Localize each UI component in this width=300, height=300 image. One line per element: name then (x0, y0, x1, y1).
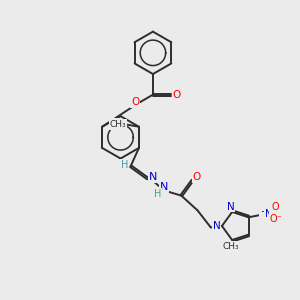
Text: H: H (121, 160, 128, 170)
Text: O: O (131, 97, 140, 107)
Text: O: O (110, 119, 118, 129)
Text: N: N (213, 221, 220, 231)
Text: CH₃: CH₃ (110, 120, 126, 129)
Text: O: O (110, 119, 118, 129)
Text: O⁻: O⁻ (270, 214, 282, 224)
Text: H: H (154, 189, 161, 199)
Text: N: N (227, 202, 235, 212)
Text: O: O (271, 202, 279, 212)
Text: O: O (193, 172, 201, 182)
Text: CH₃: CH₃ (222, 242, 239, 251)
Text: N: N (265, 209, 272, 219)
Text: N: N (160, 182, 168, 192)
Text: O: O (172, 90, 181, 100)
Text: N: N (148, 172, 157, 182)
Text: +: + (260, 207, 267, 216)
